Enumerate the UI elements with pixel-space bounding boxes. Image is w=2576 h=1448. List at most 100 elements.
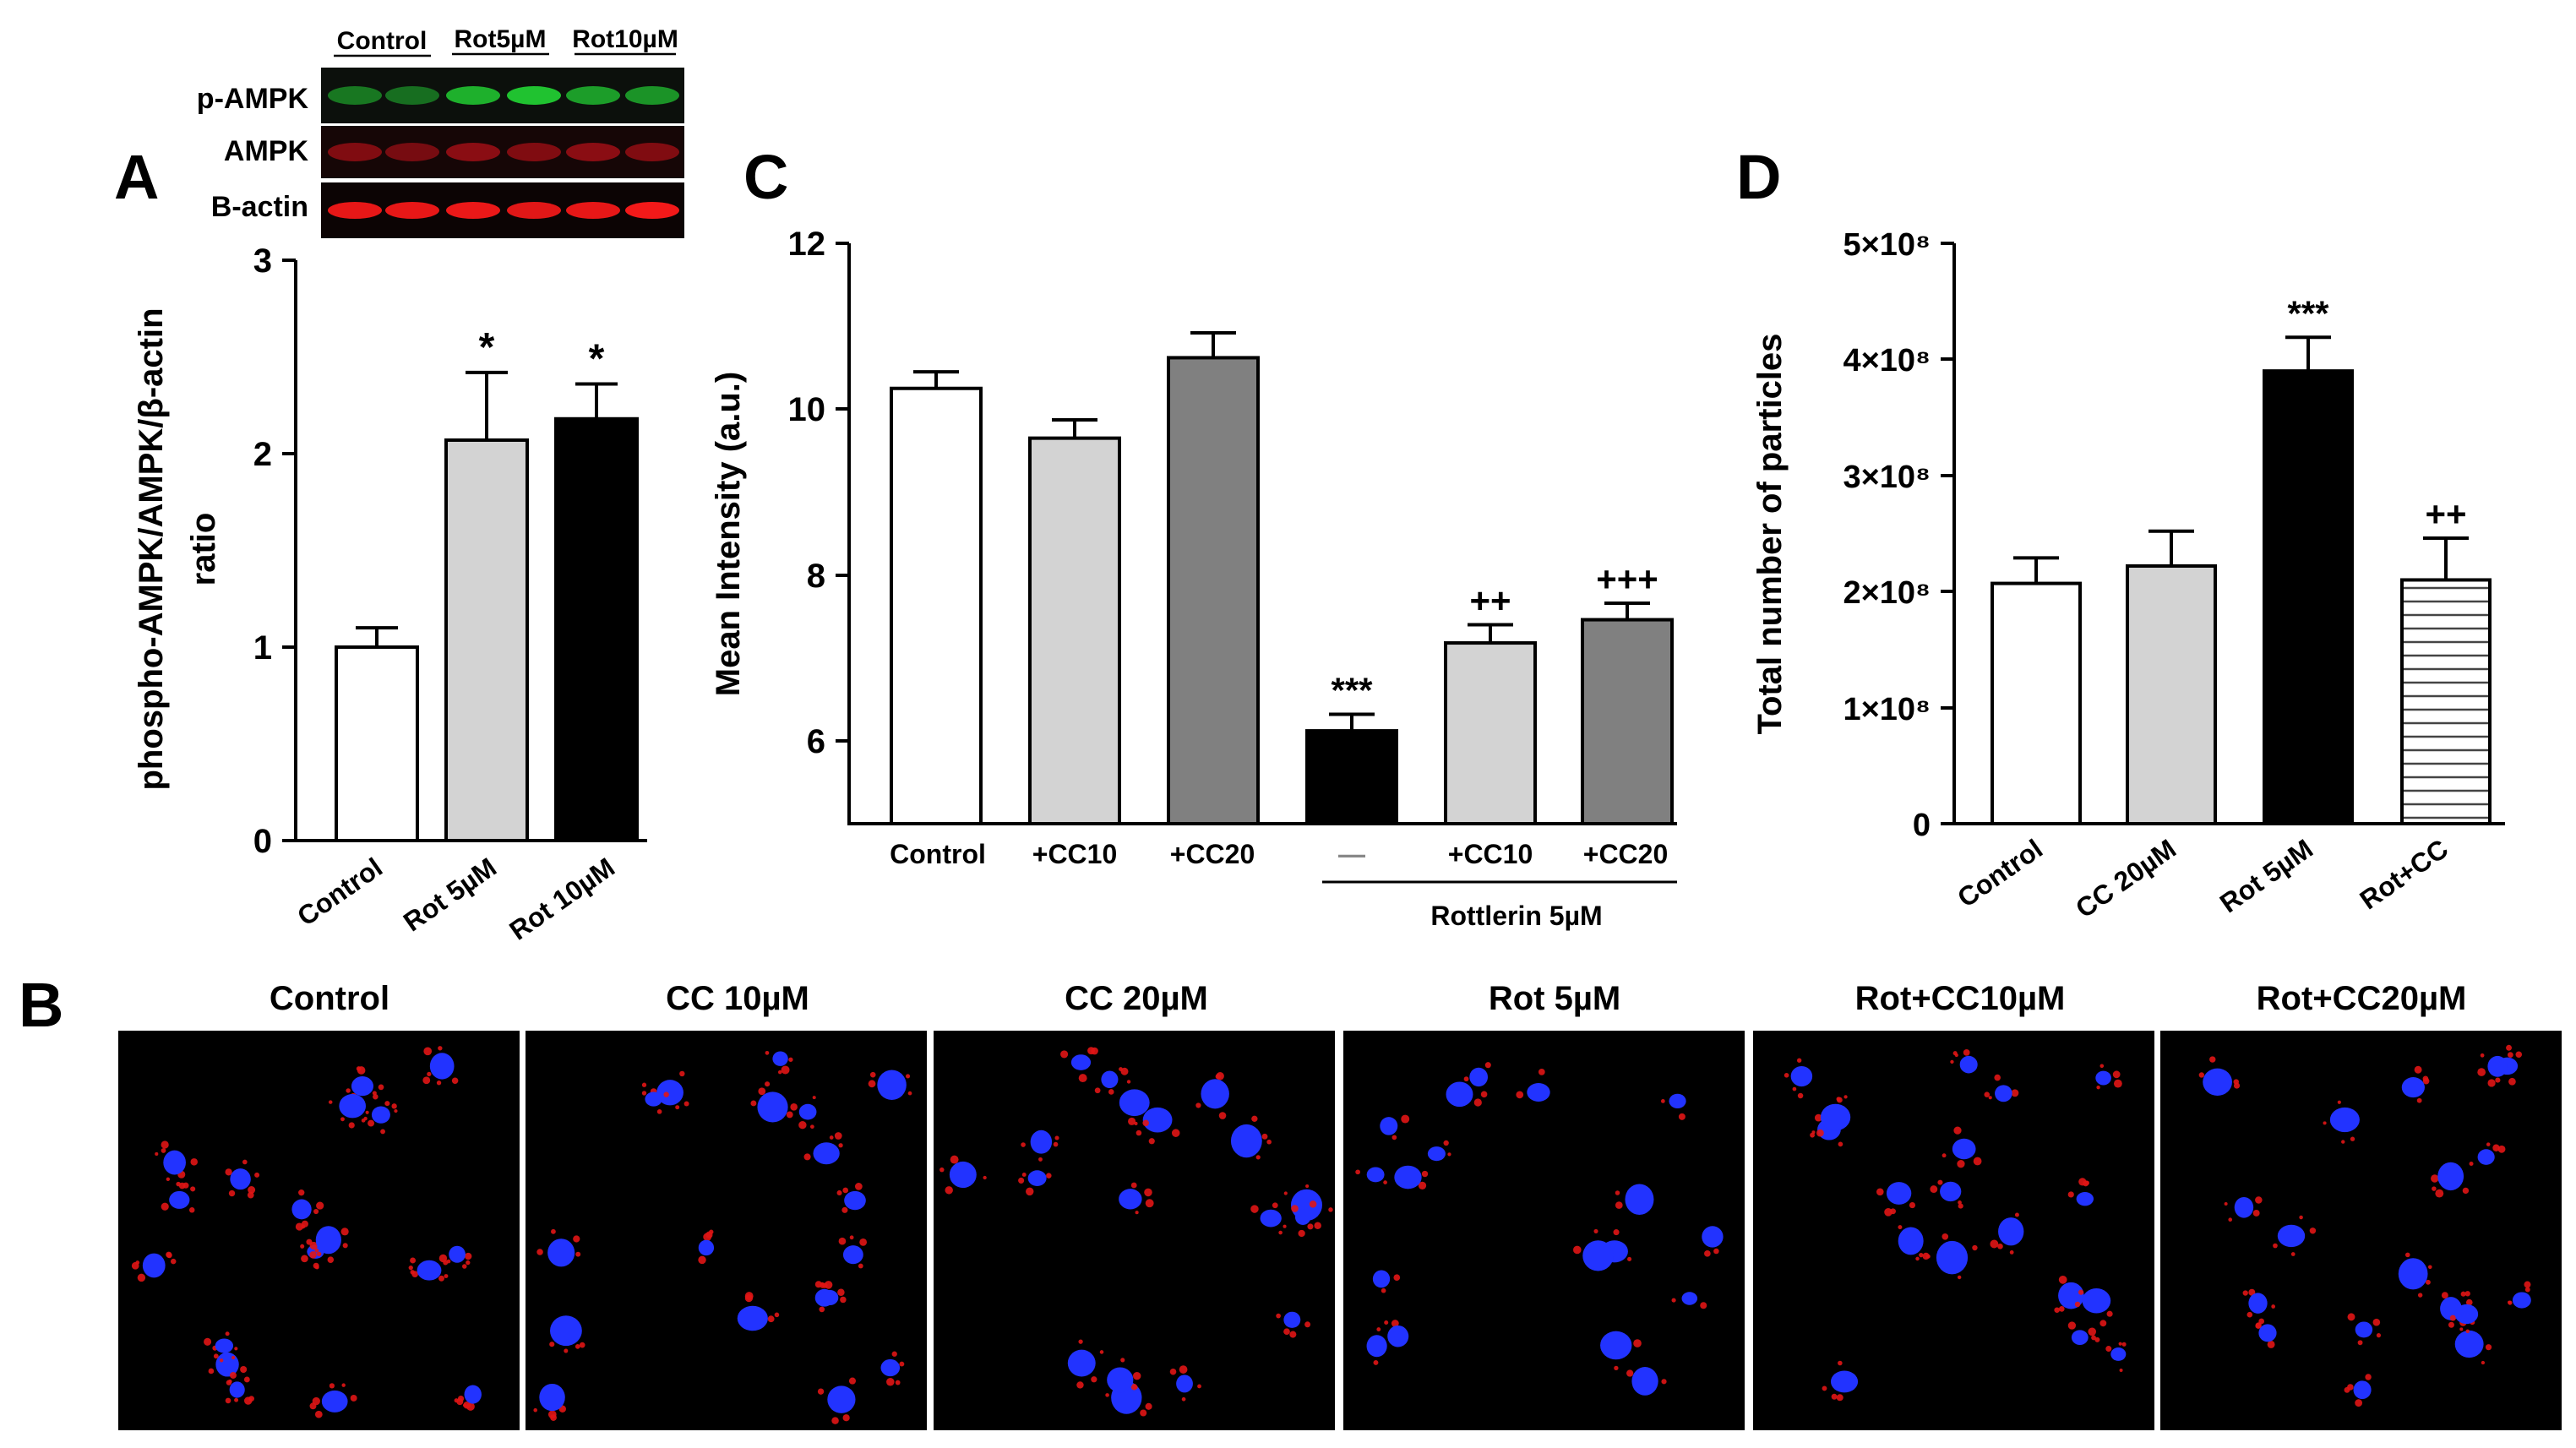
cell-stain-dot: [1272, 1202, 1278, 1209]
cell-stain-dot: [1990, 1239, 1999, 1249]
cell-stain-dot: [161, 1202, 169, 1211]
cell-stain-dot: [1018, 1177, 1025, 1184]
cell-stain-dot: [2372, 1318, 2381, 1326]
cell-nucleus: [2512, 1292, 2531, 1309]
cell-stain-dot: [1678, 1113, 1686, 1120]
cell-stain-dot: [2441, 1292, 2448, 1299]
cell-stain-dot: [2248, 1288, 2256, 1296]
cell-stain-dot: [1421, 1170, 1429, 1178]
cell-stain-dot: [2350, 1136, 2355, 1141]
cell-stain-dot: [1919, 1252, 1924, 1258]
cell-nucleus: [737, 1305, 768, 1331]
cell-stain-dot: [2088, 1327, 2097, 1336]
cell-stain-dot: [1876, 1188, 1884, 1196]
cell-nucleus: [2234, 1196, 2254, 1218]
cell-stain-dot: [2258, 1318, 2265, 1325]
cell-nucleus: [772, 1051, 788, 1066]
cell-stain-dot: [950, 1155, 959, 1164]
cell-nucleus: [1294, 1209, 1311, 1225]
cell-stain-dot: [2224, 1202, 2228, 1206]
cell-nucleus: [2454, 1330, 2484, 1358]
chart-d-category-label: Rot+CC: [2355, 833, 2453, 915]
cell-nucleus: [2076, 1192, 2094, 1206]
cell-stain-dot: [2508, 1052, 2513, 1059]
cell-stain-dot: [244, 1396, 253, 1405]
cell-stain-dot: [254, 1172, 260, 1178]
cell-stain-dot: [842, 1187, 849, 1194]
cell-stain-dot: [2347, 1313, 2355, 1321]
cell-stain-dot: [2486, 1142, 2491, 1146]
cell-stain-dot: [1930, 1185, 1938, 1194]
cell-stain-dot: [1958, 1200, 1962, 1205]
cell-stain-dot: [1909, 1202, 1916, 1209]
cell-stain-dot: [1140, 1409, 1147, 1417]
chart-c-bar: [1305, 729, 1398, 826]
cell-stain-dot: [1838, 1141, 1844, 1147]
cell-stain-dot: [819, 1306, 825, 1313]
cell-nucleus: [1380, 1117, 1398, 1135]
cell-stain-dot: [438, 1046, 443, 1051]
blot-band: [446, 202, 500, 219]
cell-stain-dot: [854, 1183, 863, 1190]
cell-stain-dot: [2416, 1097, 2422, 1103]
cell-stain-dot: [348, 1122, 355, 1129]
cell-stain-dot: [438, 1275, 444, 1282]
chart-c-category-label: Control: [890, 839, 986, 869]
cell-stain-dot: [1953, 1126, 1962, 1135]
cell-stain-dot: [1128, 1117, 1136, 1125]
cell-stain-dot: [1171, 1129, 1180, 1137]
cell-nucleus: [1952, 1138, 1976, 1160]
cell-stain-dot: [1060, 1050, 1069, 1059]
cell-nucleus: [880, 1358, 901, 1377]
cell-stain-dot: [462, 1403, 467, 1407]
cell-nucleus: [2082, 1288, 2111, 1314]
chart-c-category-label: +CC10: [1448, 839, 1533, 869]
cell-nucleus: [1070, 1054, 1092, 1070]
cell-stain-dot: [2084, 1180, 2089, 1186]
cell-stain-dot: [2347, 1384, 2354, 1391]
cell-stain-dot: [1195, 1102, 1201, 1108]
cell-nucleus: [877, 1070, 907, 1101]
cell-stain-dot: [314, 1410, 323, 1418]
cell-stain-dot: [301, 1220, 308, 1228]
cell-stain-dot: [1463, 1076, 1469, 1082]
cell-stain-dot: [2233, 1079, 2239, 1085]
cell-stain-dot: [575, 1251, 581, 1257]
cell-stain-dot: [1283, 1224, 1287, 1228]
cell-nucleus: [291, 1199, 312, 1220]
cell-stain-dot: [234, 1347, 238, 1351]
cell-nucleus: [656, 1080, 683, 1106]
cell-stain-dot: [1997, 1243, 2003, 1249]
chart-c-group-label: Rottlerin 5µM: [1430, 901, 1602, 931]
cell-stain-dot: [781, 1065, 790, 1075]
cell-stain-dot: [1963, 1048, 1970, 1056]
cell-nucleus: [2437, 1162, 2464, 1191]
cell-stain-dot: [891, 1351, 897, 1357]
cell-stain-dot: [758, 1087, 766, 1096]
chart-d-marks: *** ++: [1991, 293, 2492, 826]
cell-stain-dot: [2481, 1360, 2486, 1365]
cell-nucleus: [1527, 1082, 1550, 1102]
cell-stain-dot: [838, 1143, 843, 1148]
cell-stain-dot: [1076, 1381, 1084, 1389]
cell-nucleus: [2071, 1330, 2089, 1345]
cell-stain-dot: [549, 1342, 555, 1347]
chart-a-bar: [444, 438, 529, 842]
cell-stain-dot: [2524, 1281, 2531, 1288]
blot-band: [446, 86, 500, 105]
chart-a-category-label: Control: [291, 852, 388, 932]
panel-letter-c: C: [743, 142, 788, 212]
micrograph-images: [118, 1031, 2562, 1430]
cell-stain-dot: [2078, 1289, 2084, 1295]
cell-stain-dot: [213, 1353, 219, 1359]
chart-d: Total number of particles 0 1×10⁸ 2×10⁸ …: [1751, 227, 2505, 924]
cell-stain-dot: [1181, 1396, 1186, 1402]
cell-stain-dot: [328, 1100, 333, 1104]
cell-nucleus: [2353, 1380, 2372, 1400]
cell-stain-dot: [1984, 1091, 1990, 1097]
chart-d-y-tick-label: 2×10⁸: [1843, 575, 1931, 611]
blot-row-label: B-actin: [211, 191, 308, 223]
cell-stain-dot: [777, 1070, 782, 1075]
cell-stain-dot: [765, 1081, 771, 1087]
cell-stain-dot: [2067, 1191, 2074, 1198]
